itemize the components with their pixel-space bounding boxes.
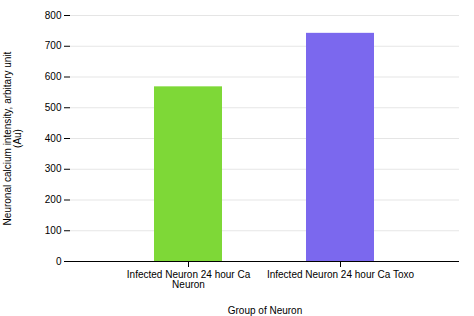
svg-text:Infected Neuron 24 hour Ca Tox: Infected Neuron 24 hour Ca Toxo bbox=[267, 269, 415, 280]
svg-text:200: 200 bbox=[45, 194, 62, 205]
svg-text:Infected Neuron 24 hour CaNeur: Infected Neuron 24 hour CaNeuron bbox=[127, 269, 251, 290]
svg-text:100: 100 bbox=[45, 225, 62, 236]
svg-text:700: 700 bbox=[45, 40, 62, 51]
svg-text:500: 500 bbox=[45, 102, 62, 113]
svg-text:Group of Neuron: Group of Neuron bbox=[228, 305, 303, 316]
svg-text:600: 600 bbox=[45, 71, 62, 82]
svg-text:300: 300 bbox=[45, 163, 62, 174]
svg-text:0: 0 bbox=[56, 256, 62, 267]
svg-text:800: 800 bbox=[45, 10, 62, 21]
svg-text:400: 400 bbox=[45, 133, 62, 144]
svg-text:Neuronal calcium intensity, ar: Neuronal calcium intensity, arbitary uni… bbox=[2, 51, 23, 225]
